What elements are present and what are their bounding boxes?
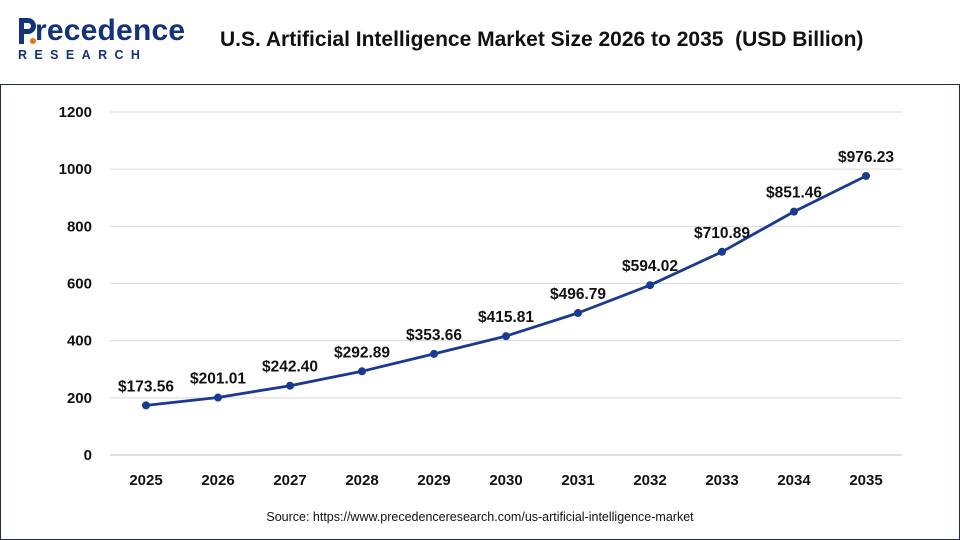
y-axis-ticks: 0 200 400 600 800 1000 1200: [59, 104, 92, 464]
y-tick-label: 1200: [59, 104, 92, 121]
series-line: [145, 174, 867, 407]
data-point: [286, 381, 294, 390]
y-tick-label: 800: [67, 218, 92, 235]
data-point: [214, 393, 222, 402]
data-point: [502, 332, 510, 341]
brand-logo: recedence RESEARCH: [16, 14, 185, 64]
x-tick-label: 2029: [417, 472, 450, 489]
y-tick-label: 400: [67, 333, 92, 350]
data-point: [790, 207, 798, 216]
data-point: [358, 367, 366, 376]
x-tick-label: 2034: [777, 472, 811, 489]
x-tick-label: 2032: [633, 472, 666, 489]
data-label: $594.02: [622, 258, 678, 275]
x-tick-label: 2028: [345, 472, 378, 489]
data-label: $851.46: [766, 185, 822, 202]
y-tick-label: 1000: [59, 161, 92, 178]
data-label: $173.56: [118, 378, 174, 395]
data-label: $242.40: [262, 359, 318, 376]
data-points: [142, 171, 870, 410]
data-point: [574, 309, 582, 318]
data-labels: $173.56 $201.01 $242.40 $292.89 $353.66 $415.…: [118, 149, 894, 395]
data-label: $710.89: [694, 225, 750, 242]
x-tick-label: 2035: [849, 472, 882, 489]
y-tick-label: 200: [67, 390, 92, 407]
source-note: Source: https://www.precedenceresearch.c…: [266, 510, 694, 524]
data-label: $353.66: [406, 327, 462, 344]
x-tick-label: 2030: [489, 472, 522, 489]
gridlines: [110, 111, 902, 399]
x-tick-label: 2033: [705, 472, 738, 489]
data-label: $201.01: [190, 371, 246, 388]
x-tick-label: 2027: [273, 472, 306, 489]
data-label: $976.23: [838, 149, 894, 166]
data-point: [430, 349, 438, 358]
header: recedence RESEARCH U.S. Artificial Intel…: [0, 0, 960, 85]
logo-p-icon: [19, 18, 36, 44]
data-label: $496.79: [550, 286, 606, 303]
data-point: [142, 401, 150, 410]
data-point: [646, 281, 654, 290]
y-tick-label: 0: [84, 447, 92, 464]
y-tick-label: 600: [67, 276, 92, 293]
x-tick-label: 2026: [201, 472, 234, 489]
logo-subtitle: RESEARCH: [18, 48, 148, 62]
data-label: $292.89: [334, 344, 390, 361]
chart-title: U.S. Artificial Intelligence Market Size…: [220, 28, 864, 51]
logo-wordmark: recedence: [35, 14, 186, 47]
x-tick-label: 2025: [129, 472, 162, 489]
x-tick-label: 2031: [561, 472, 594, 489]
data-point: [718, 247, 726, 256]
data-label: $415.81: [478, 309, 534, 326]
x-axis-ticks: 2025 2026 2027 2028 2029 2030 2031 2032 2033 2034…: [129, 472, 882, 489]
data-point: [862, 171, 870, 180]
